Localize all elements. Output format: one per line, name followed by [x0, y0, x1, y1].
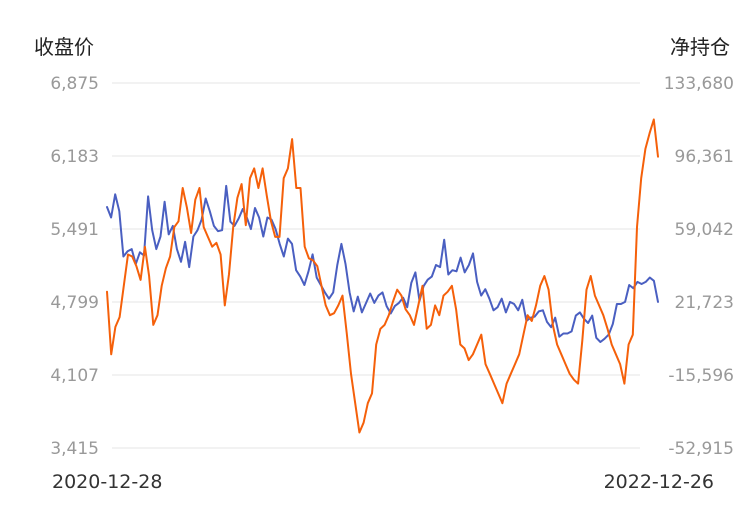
right-tick-label: 133,680	[664, 74, 734, 94]
left-tick-label: 3,415	[50, 439, 99, 459]
series-lines	[106, 118, 659, 434]
right-tick-label: 21,723	[675, 293, 734, 313]
left-tick-label: 4,107	[50, 366, 99, 386]
left-tick-label: 6,875	[50, 74, 99, 94]
right-tick-label: -52,915	[668, 439, 734, 459]
left-axis-title: 收盘价	[34, 35, 94, 59]
gridlines	[112, 82, 640, 449]
right-tick-label: -15,596	[668, 366, 734, 386]
left-tick-label: 4,799	[50, 293, 99, 313]
x-tick-label-start: 2020-12-28	[52, 471, 162, 493]
close-price-line	[106, 184, 659, 343]
right-tick-label: 96,361	[675, 147, 734, 167]
right-tick-label: 59,042	[675, 220, 734, 240]
x-tick-label-end: 2022-12-26	[604, 471, 714, 493]
net-position-line	[106, 118, 659, 434]
left-tick-label: 5,491	[50, 220, 99, 240]
right-axis-title: 净持仓	[670, 35, 730, 59]
left-tick-label: 6,183	[50, 147, 99, 167]
tick-labels: 6,875 133,680 6,183 96,361 5,491 59,042 4,799 2…	[50, 74, 734, 459]
